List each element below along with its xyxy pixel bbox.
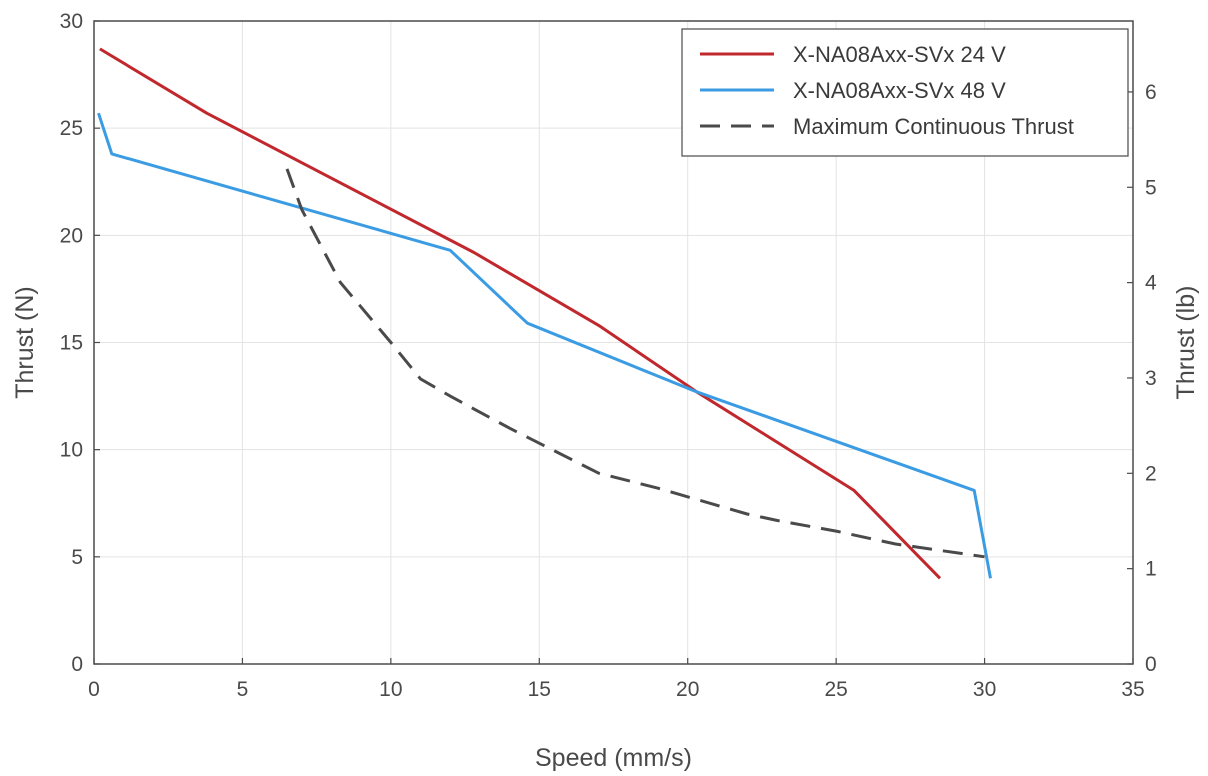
x-tick-label: 20 bbox=[676, 678, 699, 701]
y-tick-label: 25 bbox=[60, 117, 83, 140]
series-line-1 bbox=[99, 47, 942, 580]
y2-tick-label: 5 bbox=[1145, 176, 1157, 199]
legend: X-NA08Axx-SVx 24 V X-NA08Axx-SVx 48 V Maxi… bbox=[681, 28, 1129, 157]
x-tick-label: 15 bbox=[528, 678, 551, 701]
legend-box bbox=[681, 28, 1129, 157]
y2-tick-label: 2 bbox=[1145, 462, 1157, 485]
legend-label: X-NA08Axx-SVx 24 V bbox=[793, 42, 1006, 67]
x-tick-label: 25 bbox=[824, 678, 847, 701]
x-tick-label: 35 bbox=[1121, 678, 1144, 701]
legend-label: X-NA08Axx-SVx 48 V bbox=[793, 78, 1006, 103]
legend-label: Maximum Continuous Thrust bbox=[793, 114, 1074, 139]
y-tick-label: 30 bbox=[60, 10, 83, 33]
y2-tick-label: 4 bbox=[1145, 272, 1157, 295]
y-tick-label: 0 bbox=[71, 653, 83, 676]
y-tick-label: 20 bbox=[60, 224, 83, 247]
x-tick-label: 10 bbox=[379, 678, 402, 701]
x-axis-title: Speed (mm/s) bbox=[535, 744, 692, 772]
y2-tick-label: 0 bbox=[1145, 653, 1157, 676]
x-tick-label: 0 bbox=[88, 678, 100, 701]
y2-tick-label: 1 bbox=[1145, 558, 1157, 581]
y2-axis-title: Thrust (lb) bbox=[1172, 286, 1200, 400]
y-tick-label: 5 bbox=[71, 546, 83, 569]
y-axis-title: Thrust (N) bbox=[11, 286, 39, 399]
series-lines bbox=[97, 47, 992, 580]
y-tick-label: 15 bbox=[60, 332, 83, 355]
y2-tick-label: 6 bbox=[1145, 81, 1157, 104]
series-line-3 bbox=[285, 168, 985, 559]
x-tick-label: 5 bbox=[237, 678, 249, 701]
y-tick-label: 10 bbox=[60, 439, 83, 462]
x-tick-label: 30 bbox=[973, 678, 996, 701]
y2-tick-label: 3 bbox=[1145, 367, 1157, 390]
series-line-2 bbox=[97, 112, 992, 579]
